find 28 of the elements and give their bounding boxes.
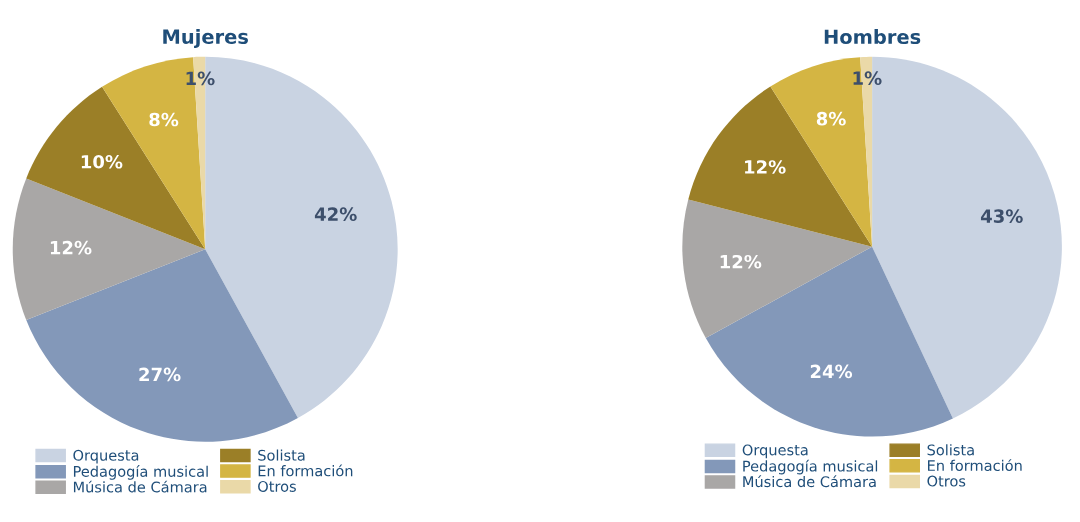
legend-label: Pedagogía musical bbox=[73, 465, 208, 480]
data-label: 24% bbox=[810, 364, 853, 379]
data-label: 12% bbox=[745, 160, 786, 174]
pie-slice bbox=[12, 178, 206, 321]
legend-label: Solista bbox=[927, 444, 974, 456]
legend-label: En formación bbox=[258, 464, 353, 477]
legend-label: Pedagogía musical bbox=[743, 459, 878, 475]
legend-label: Otros bbox=[258, 480, 296, 492]
pie-slice bbox=[705, 246, 953, 437]
legend-label: En formación bbox=[928, 459, 1022, 472]
data-label: 12% bbox=[720, 254, 762, 269]
pie-slice bbox=[688, 86, 873, 247]
data-label: 27% bbox=[139, 367, 181, 382]
legend-label: Otros bbox=[927, 475, 966, 487]
data-label: 8% bbox=[816, 111, 846, 126]
data-label: 42% bbox=[314, 207, 357, 221]
chart-title: Mujeres bbox=[163, 28, 248, 48]
legend-label: Música de Cámara bbox=[743, 475, 876, 488]
data-label: 8% bbox=[149, 112, 179, 127]
data-label: 43% bbox=[980, 209, 1023, 223]
legend-label: Música de Cámara bbox=[73, 480, 207, 493]
legend-label: Orquesta bbox=[742, 444, 808, 459]
legend-label: Orquesta bbox=[73, 449, 139, 464]
chart-title: Hombres bbox=[824, 29, 921, 45]
pie-slice bbox=[682, 199, 873, 339]
legend-label: Solista bbox=[258, 449, 305, 461]
data-label: 10% bbox=[81, 154, 123, 169]
data-label: 12% bbox=[50, 240, 92, 255]
